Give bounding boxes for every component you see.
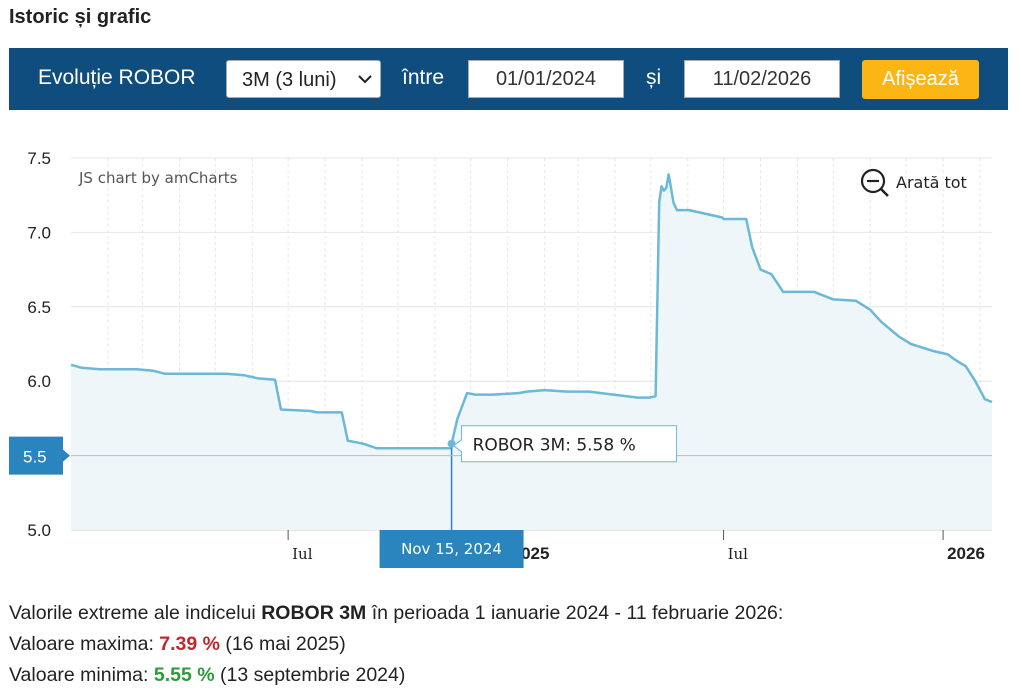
chevron-down-icon: [358, 75, 372, 84]
and-label: și: [646, 66, 662, 89]
y-cursor-label: 5.5: [9, 436, 70, 475]
index-name: ROBOR 3M: [261, 602, 367, 624]
chart-cursor: 5.5 Nov 15, 2024 ROBOR 3M: 5.58 %: [9, 425, 992, 568]
zoom-out-icon: [860, 168, 889, 197]
y-tick-label: 7.0: [27, 223, 51, 242]
tooltip: ROBOR 3M: 5.58 %: [452, 425, 678, 463]
end-date-input[interactable]: 11/02/2026: [684, 60, 840, 98]
summary: Valorile extreme ale indicelui ROBOR 3M …: [9, 598, 783, 691]
section-title: Istoric și grafic: [9, 6, 152, 28]
x-cursor-label-text: Nov 15, 2024: [401, 540, 502, 558]
series-line: [70, 173, 993, 450]
show-button[interactable]: Afișează: [862, 60, 979, 99]
tooltip-text: ROBOR 3M: 5.58 %: [473, 436, 636, 456]
y-tick-label: 6.5: [27, 298, 51, 317]
period-select[interactable]: 3M (3 luni): [226, 60, 381, 98]
zoom-out-label: Arată tot: [896, 173, 967, 192]
zoom-out-button[interactable]: Arată tot: [860, 168, 967, 197]
y-axis-ticks: 5.05.56.06.57.07.5: [27, 149, 51, 540]
y-tick-label: 7.5: [27, 149, 51, 168]
controls-label: Evoluție ROBOR: [38, 66, 196, 89]
y-tick-label: 5.0: [27, 521, 51, 540]
period-select-value: 3M (3 luni): [242, 69, 337, 91]
max-value: 7.39 %: [159, 633, 220, 655]
start-date-input[interactable]: 01/01/2024: [468, 60, 624, 98]
controls-bar: Evoluție ROBOR 3M (3 luni) între 01/01/2…: [9, 48, 1008, 110]
x-tick-label: Iul: [292, 545, 313, 563]
summary-max: Valoare maxima: 7.39 % (16 mai 2025): [9, 633, 346, 655]
chart-credit: JS chart by amCharts: [78, 169, 238, 187]
between-label: între: [402, 66, 445, 89]
x-cursor-label: Nov 15, 2024: [379, 530, 524, 568]
x-tick-label: Iul: [728, 545, 749, 563]
summary-intro: Valorile extreme ale indicelui ROBOR 3M …: [9, 602, 784, 624]
y-cursor-label-text: 5.5: [23, 448, 47, 467]
x-tick-label: 2026: [947, 544, 985, 563]
series-area: [71, 174, 992, 530]
summary-min: Valoare minima: 5.55 % (13 septembrie 20…: [9, 664, 406, 686]
min-value: 5.55 %: [153, 664, 215, 686]
y-tick-label: 6.0: [27, 372, 51, 391]
